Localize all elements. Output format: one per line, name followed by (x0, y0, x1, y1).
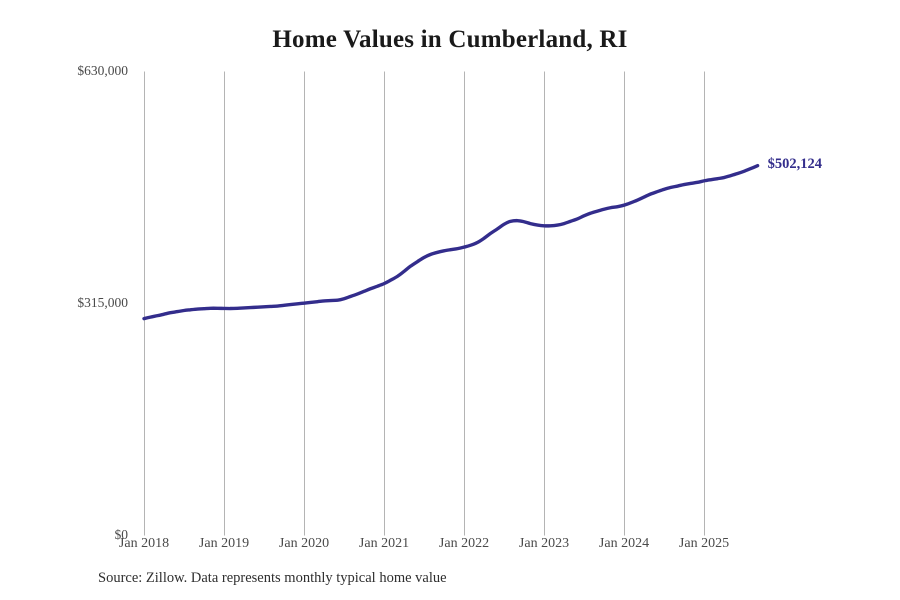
x-tick-label-jan-2020: Jan 2020 (278, 536, 330, 551)
end-value-annotation: $502,124 (767, 155, 822, 172)
x-tick-label-jan-2021: Jan 2021 (358, 536, 410, 551)
x-tick-label-jan-2023: Jan 2023 (518, 536, 570, 551)
source-note: Source: Zillow. Data represents monthly … (98, 570, 447, 586)
y-tick-label-630000: $630,000 (77, 62, 128, 78)
y-tick-label-315000: $315,000 (77, 294, 128, 310)
series-line-typical-home-value (142, 163, 760, 321)
x-tick-label-jan-2024: Jan 2024 (598, 536, 650, 551)
gridlines (144, 71, 705, 536)
x-tick-label-jan-2022: Jan 2022 (438, 536, 490, 551)
page-title: Home Values in Cumberland, RI (272, 26, 628, 53)
y-tick-label-0: $0 (114, 526, 129, 542)
x-tick-label-jan-2018: Jan 2018 (118, 536, 170, 551)
x-tick-label-jan-2025: Jan 2025 (678, 536, 730, 551)
x-tick-label-jan-2019: Jan 2019 (198, 536, 250, 551)
